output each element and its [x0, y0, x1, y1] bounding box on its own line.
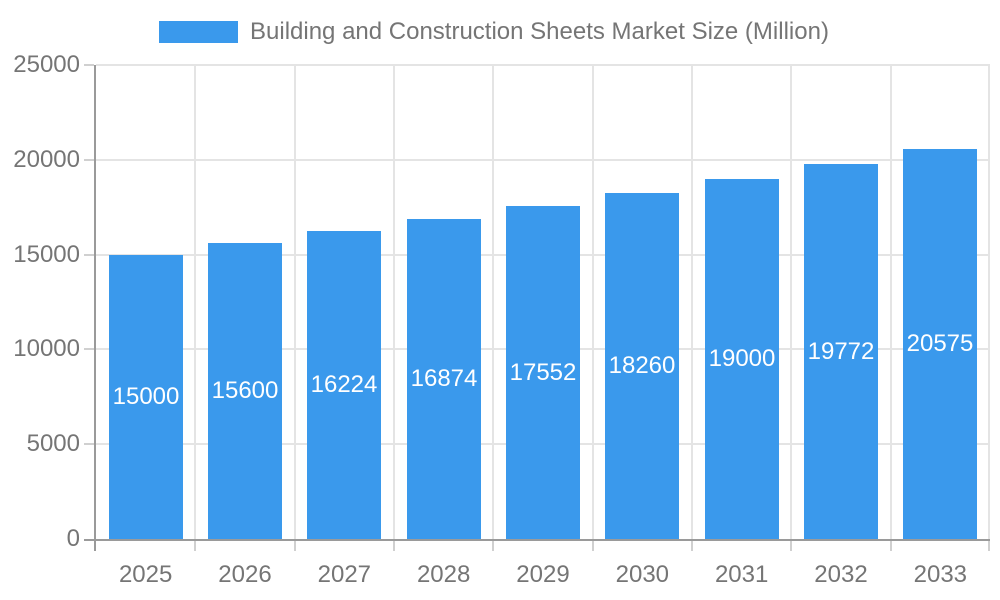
y-axis-tick: [84, 64, 94, 66]
x-axis-tick-label: 2032: [814, 561, 868, 588]
y-axis-tick: [84, 443, 94, 446]
bar-2027[interactable]: 16224: [307, 231, 381, 539]
y-axis-tick-label: 25000: [13, 51, 80, 78]
gridline-vertical: [890, 65, 892, 539]
gridline-vertical: [194, 65, 196, 539]
bar-value-label: 15600: [211, 377, 279, 404]
legend-swatch-icon: [159, 21, 238, 43]
x-axis-tick: [492, 541, 494, 551]
y-axis-tick-label: 5000: [26, 430, 80, 458]
x-axis-tick: [393, 541, 395, 551]
y-axis-tick-label: 15000: [13, 240, 80, 268]
x-axis-tick-label: 2033: [913, 561, 968, 588]
x-axis-tick-label: 2029: [516, 561, 570, 588]
x-axis-tick-label: 2025: [118, 561, 173, 588]
x-axis-tick-label: 2026: [218, 561, 272, 588]
bar-2026[interactable]: 15600: [208, 243, 282, 539]
bar-2032[interactable]: 19772: [804, 164, 878, 539]
bar-2033[interactable]: 20575: [903, 149, 977, 539]
x-axis-tick: [691, 541, 693, 551]
x-axis-tick: [294, 541, 296, 551]
y-axis-tick: [84, 348, 94, 351]
y-axis-tick-label: 10000: [13, 335, 80, 363]
bar-2031[interactable]: 19000: [705, 179, 779, 539]
plot-area: 15000 15600 16224 16874 17552 18260 19000 19772…: [84, 64, 990, 551]
y-axis-tick: [84, 158, 94, 161]
bar-2028[interactable]: 16874: [407, 219, 481, 539]
x-axis-tick: [988, 541, 990, 551]
x-axis-tick-label: 2027: [317, 561, 372, 588]
bar-value-label: 20575: [906, 330, 974, 357]
gridline-vertical: [988, 65, 990, 539]
x-axis-tick-label: 2030: [615, 561, 670, 588]
gridline-vertical: [492, 65, 494, 539]
y-axis-tick-label: 0: [66, 525, 80, 552]
y-axis-tick-label: 20000: [13, 145, 80, 173]
x-axis-tick: [890, 541, 892, 551]
bar-value-label: 19000: [708, 345, 776, 372]
gridline-vertical: [393, 65, 395, 539]
bar-value-label: 19772: [807, 337, 875, 365]
bar-value-label: 17552: [509, 358, 577, 386]
y-axis-tick: [84, 253, 94, 256]
gridline-vertical: [691, 65, 693, 539]
x-axis-tick-label: 2031: [714, 561, 769, 588]
bar-value-label: 18260: [608, 352, 676, 379]
bar-value-label: 16224: [310, 371, 378, 398]
y-axis-tick: [84, 539, 94, 541]
x-axis-tick: [592, 541, 594, 551]
x-axis-tick: [790, 541, 792, 551]
gridline-horizontal: [96, 64, 990, 66]
gridline-vertical: [790, 65, 792, 539]
x-axis-tick: [94, 541, 96, 551]
x-axis-tick-label: 2028: [416, 561, 471, 588]
bar-value-label: 15000: [112, 383, 180, 410]
bar-2025[interactable]: 15000: [109, 255, 183, 539]
gridline-vertical: [294, 65, 296, 539]
bar-2030[interactable]: 18260: [605, 193, 679, 539]
legend-label: Building and Construction Sheets Market …: [250, 18, 829, 45]
legend-item[interactable]: Building and Construction Sheets Market …: [159, 17, 829, 47]
gridline-vertical: [592, 65, 594, 539]
gridline-horizontal: [96, 158, 990, 161]
x-axis-tick: [194, 541, 196, 551]
bar-2029[interactable]: 17552: [506, 206, 580, 539]
bar-value-label: 16874: [410, 365, 478, 392]
